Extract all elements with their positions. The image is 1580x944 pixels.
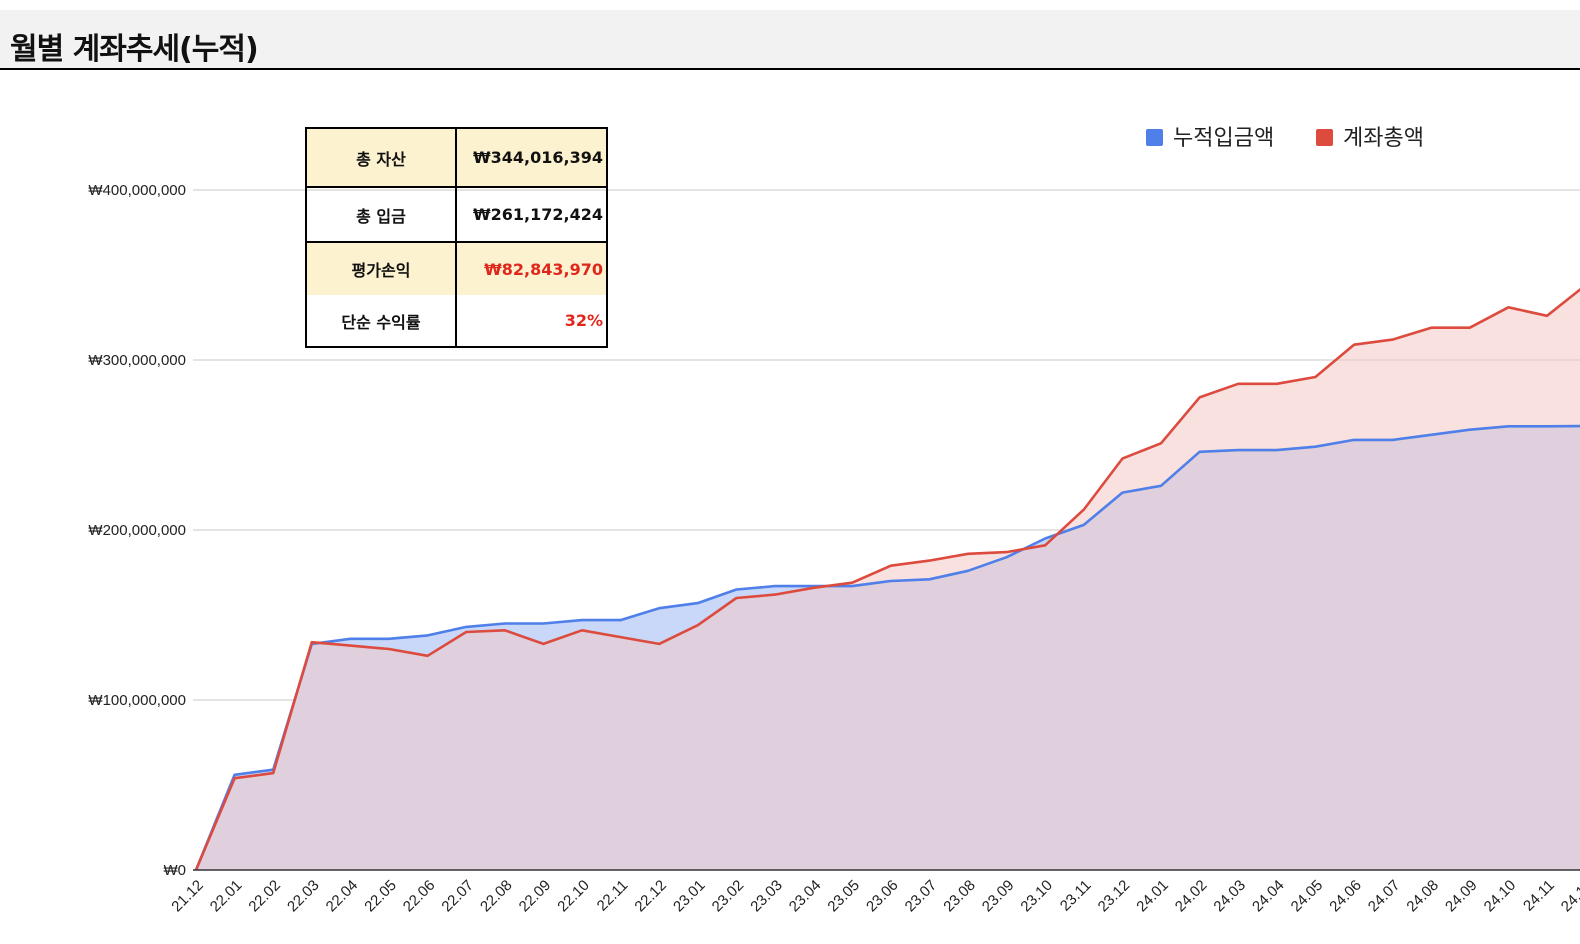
- summary-value-total-deposit: ₩261,172,424: [456, 187, 607, 243]
- x-tick-label: 24.11: [1520, 877, 1558, 915]
- summary-row-total-assets: 총 자산 ₩344,016,394: [306, 128, 607, 188]
- x-tick-label: 23.07: [902, 877, 941, 916]
- x-tick-label: 23.06: [863, 877, 902, 916]
- page-title: 월별 계좌추세(누적): [10, 32, 259, 67]
- title-bar: 월별 계좌추세(누적): [0, 10, 1580, 70]
- x-tick-label: 24.02: [1172, 877, 1211, 916]
- x-tick-label: 24.05: [1288, 877, 1327, 916]
- x-tick-label: 24.06: [1326, 877, 1365, 916]
- legend-label: 누적입금액: [1173, 126, 1274, 151]
- x-tick-label: 23.12: [1095, 877, 1134, 916]
- summary-value-total-assets: ₩344,016,394: [456, 128, 607, 188]
- x-tick-label: 22.03: [284, 877, 323, 916]
- series-lines: [194, 287, 1580, 871]
- y-tick-label: ₩300,000,000: [88, 352, 186, 369]
- x-tick-label: 23.01: [670, 877, 709, 916]
- x-tick-labels: 21.12 22.01 22.02 22.03 22.04 22.05 22.06 22.07…: [168, 877, 1580, 916]
- summary-label-unrealized-pl: 평가손익: [306, 242, 457, 295]
- x-tick-label: 23.02: [709, 877, 748, 916]
- y-tick-label: ₩100,000,000: [88, 692, 186, 709]
- series-areas: [196, 289, 1580, 870]
- x-tick-label: 23.09: [979, 877, 1018, 916]
- x-tick-label: 22.02: [245, 877, 284, 916]
- summary-label-total-deposit: 총 입금: [306, 187, 457, 243]
- series-area: [196, 289, 1580, 870]
- x-tick-label: 21.12: [168, 877, 207, 916]
- x-tick-label: 23.08: [940, 877, 979, 916]
- x-tick-label: 23.10: [1017, 877, 1056, 916]
- series-line: [194, 424, 1580, 871]
- x-tick-label: 22.10: [554, 877, 593, 916]
- summary-row-return-rate: 단순 수익률 32%: [306, 295, 607, 347]
- x-tick-label: 22.08: [477, 877, 516, 916]
- summary-value-unrealized-pl: ₩82,843,970: [456, 242, 607, 295]
- x-tick-label: 23.04: [786, 877, 825, 916]
- summary-value-return-rate: 32%: [564, 311, 603, 330]
- x-tick-label: 22.11: [594, 877, 632, 915]
- y-tick-labels: ₩0 ₩100,000,000 ₩200,000,000 ₩300,000,000 ₩4…: [88, 182, 186, 879]
- series-line: [194, 287, 1580, 871]
- summary-table: 총 자산 ₩344,016,394 총 입금 ₩261,172,424 평가손익…: [305, 127, 608, 348]
- x-tick-label: 23.03: [747, 877, 786, 916]
- legend-swatch: [1146, 129, 1163, 146]
- y-tick-label: ₩0: [164, 862, 187, 879]
- x-tick-label: 24.03: [1210, 877, 1249, 916]
- legend: 누적입금액 계좌총액: [1146, 126, 1424, 151]
- x-tick-label: 24.08: [1403, 877, 1442, 916]
- x-tick-label: 22.01: [207, 877, 246, 916]
- x-tick-label: 23.11: [1057, 877, 1095, 915]
- x-tick-label: 22.05: [361, 877, 400, 916]
- summary-row-total-deposit: 총 입금 ₩261,172,424: [306, 187, 607, 243]
- x-tick-label: 22.06: [400, 877, 439, 916]
- x-tick-label: 24.10: [1481, 877, 1520, 916]
- y-tick-label: ₩400,000,000: [88, 182, 186, 199]
- x-tick-label: 22.07: [438, 877, 477, 916]
- y-tick-label: ₩200,000,000: [88, 522, 186, 539]
- x-tick-label: 22.12: [631, 877, 670, 916]
- x-tick-label: 22.09: [516, 877, 555, 916]
- summary-label-total-assets: 총 자산: [306, 128, 457, 188]
- x-tick-label: 23.05: [824, 877, 863, 916]
- summary-row-unrealized-pl: 평가손익 ₩82,843,970: [306, 242, 607, 295]
- x-tick-label: 24.12: [1558, 877, 1580, 916]
- x-tick-label: 24.07: [1365, 877, 1404, 916]
- legend-label: 계좌총액: [1343, 126, 1424, 151]
- x-tick-label: 24.09: [1442, 877, 1481, 916]
- x-tick-label: 22.04: [323, 877, 362, 916]
- legend-swatch: [1316, 129, 1333, 146]
- summary-label-return-rate: 단순 수익률: [306, 295, 457, 347]
- x-tick-label: 24.04: [1249, 877, 1288, 916]
- x-tick-label: 24.01: [1133, 877, 1172, 916]
